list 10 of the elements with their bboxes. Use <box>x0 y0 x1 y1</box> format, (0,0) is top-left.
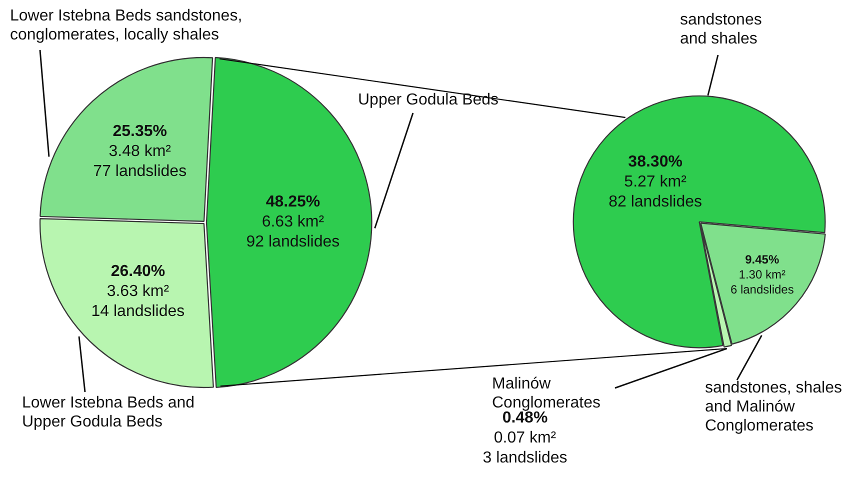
data-label: 9.45% 1.30 km² 6 landslides <box>730 252 794 296</box>
slice-label: sandstones and shales <box>680 11 762 48</box>
data-label: 38.30% 5.27 km² 82 landslides <box>608 154 702 211</box>
data-label: 26.40% 3.63 km² 14 landslides <box>91 262 185 320</box>
data-label: 48.25% 6.63 km² 92 landslides <box>246 194 340 251</box>
slice-label: Lower Istebna Beds and Upper Godula Beds <box>22 394 195 430</box>
slice-label: Malinów Conglomerates <box>492 375 600 412</box>
slice-label: Lower Istebna Beds sandstones, conglomerates, locally shales <box>10 7 242 44</box>
slice-label: sandstones, shales and Malinów Conglomerates <box>705 379 842 434</box>
data-label: 25.35% 3.48 km² 77 landslides <box>93 123 187 180</box>
